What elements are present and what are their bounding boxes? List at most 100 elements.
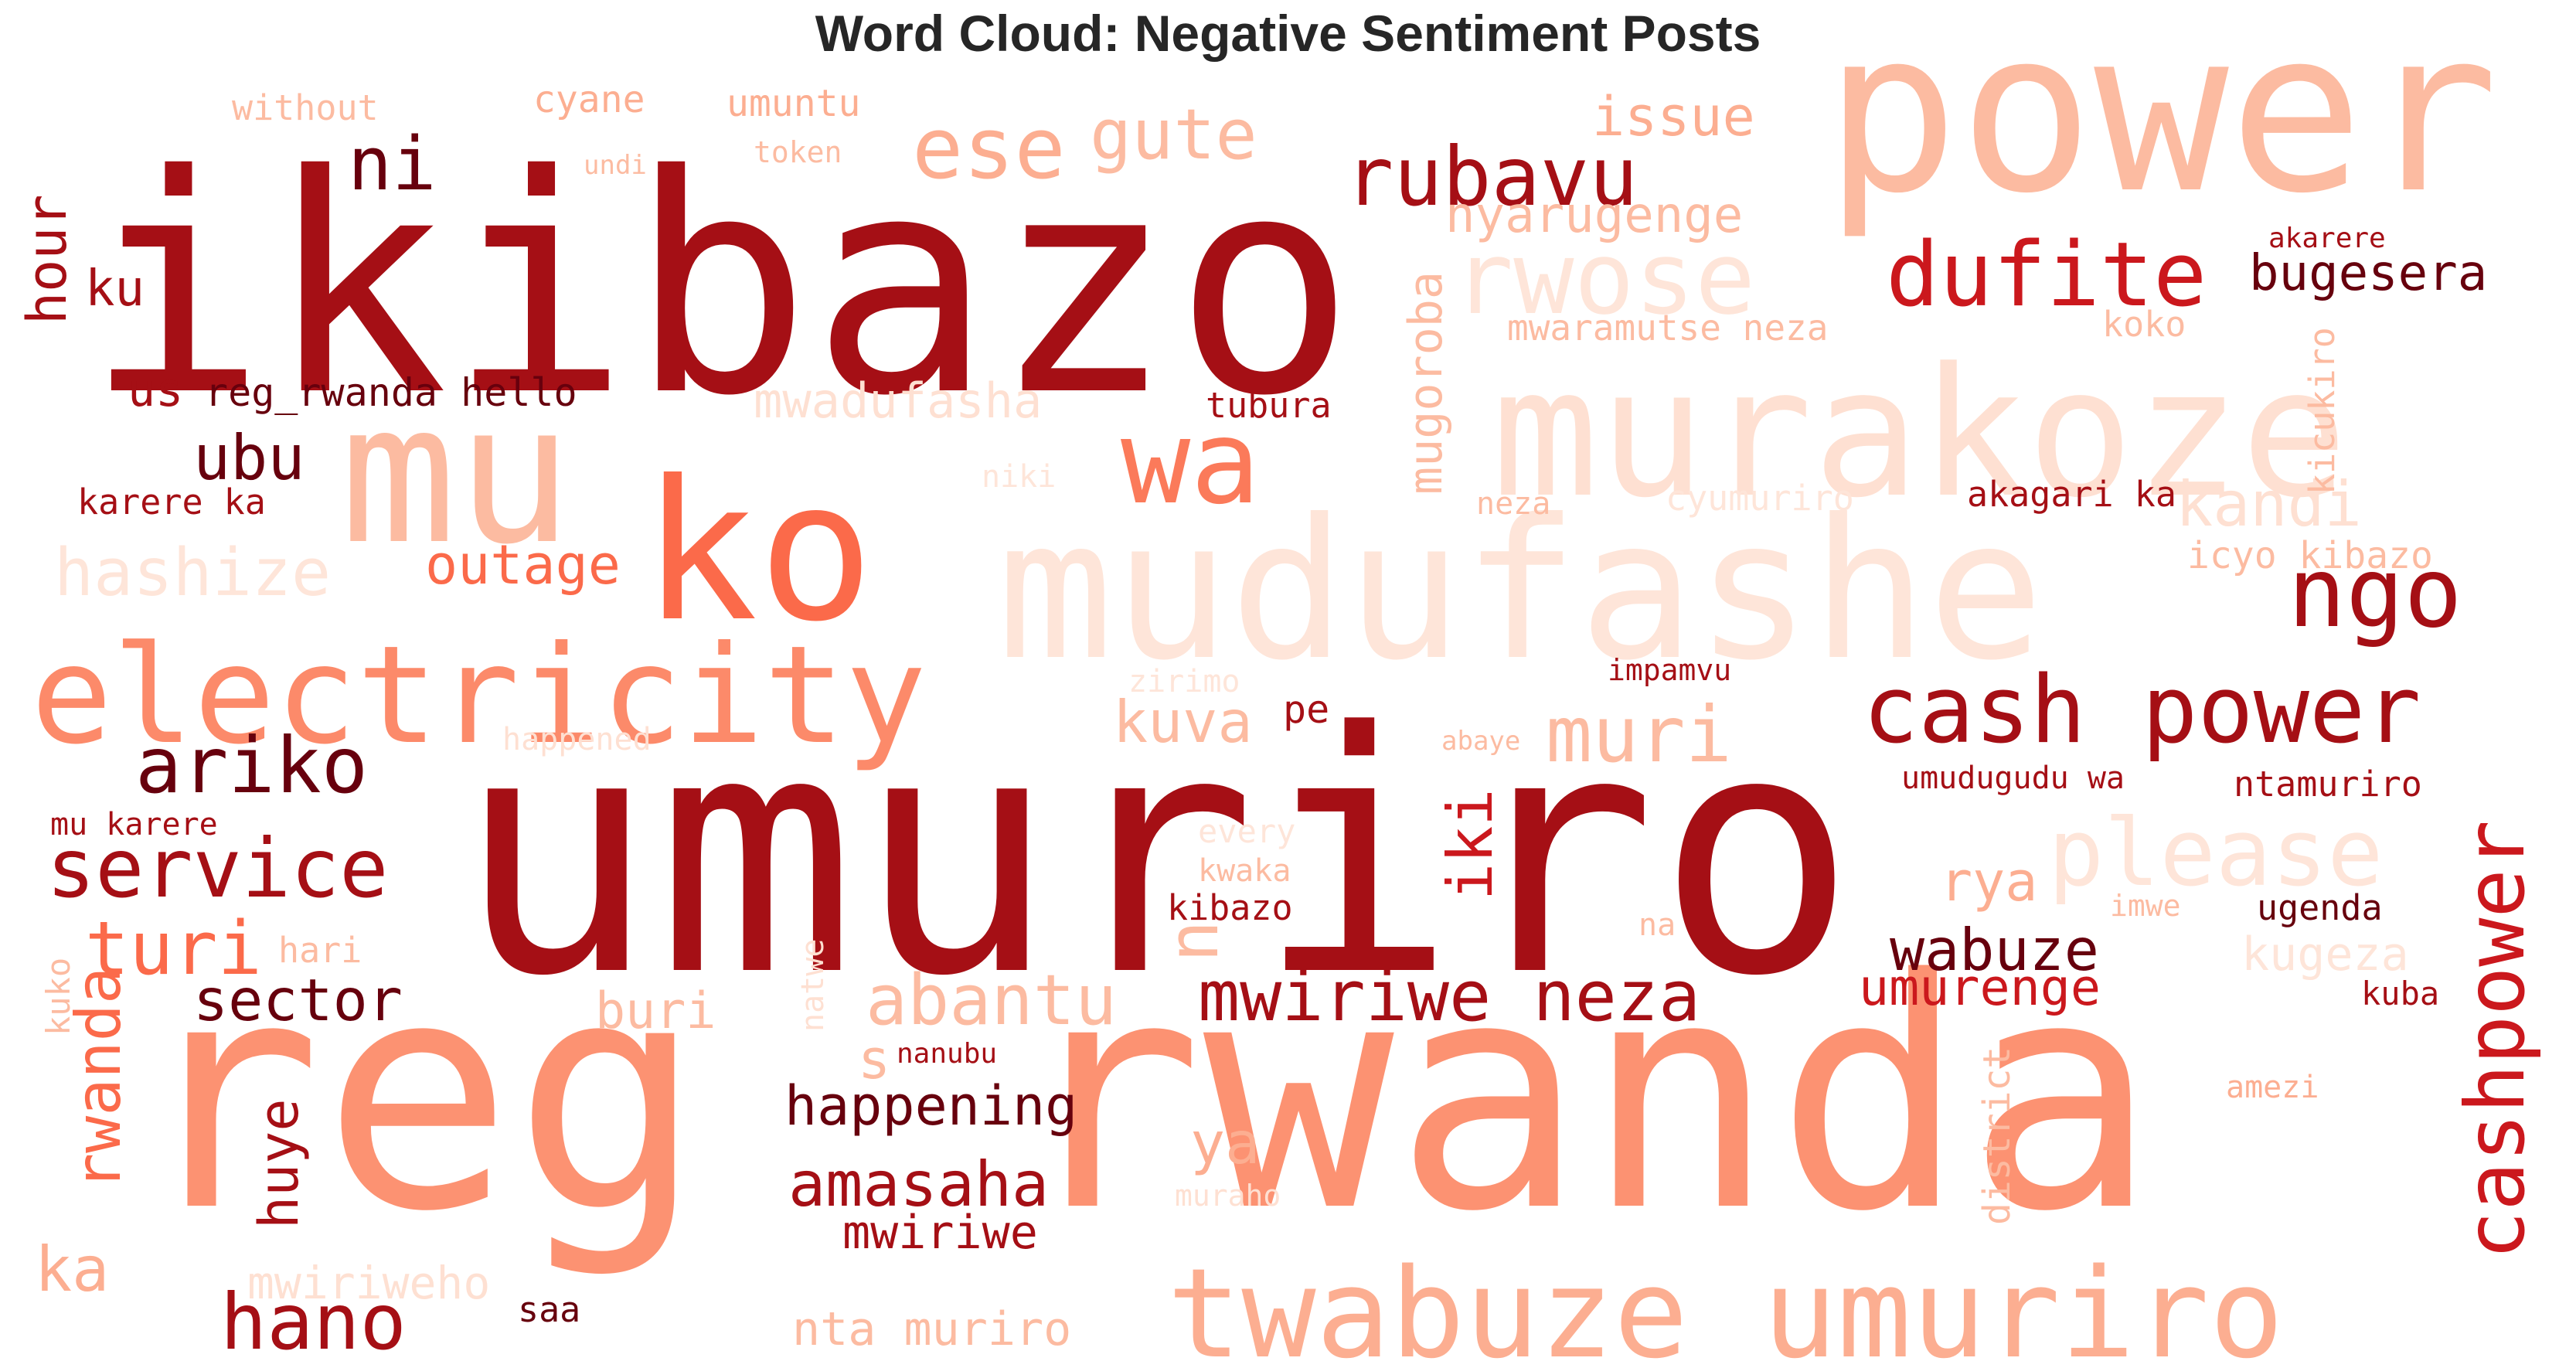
word-14: ngo: [2288, 537, 2462, 649]
word-98: s: [858, 1028, 890, 1091]
word-93: nanubu: [897, 1038, 997, 1070]
word-1: reg: [131, 911, 704, 1281]
word-72: cyane: [533, 78, 645, 121]
word-3: ikibazo: [85, 111, 1356, 461]
word-15: wa: [1121, 396, 1261, 530]
word-18: gute: [1090, 94, 1257, 175]
word-10: twabuze umuriro: [1167, 1241, 2284, 1368]
word-23: cashpower: [2448, 820, 2543, 1260]
word-59: iki: [1434, 789, 1506, 901]
word-55: huye: [247, 1098, 311, 1229]
word-53: sector: [193, 966, 403, 1034]
word-65: happening: [784, 1074, 1077, 1138]
word-78: happened: [502, 722, 652, 757]
word-22: ariko: [135, 720, 368, 811]
word-21: service: [46, 822, 389, 916]
word-9: electricity: [31, 618, 927, 774]
word-32: bugesera: [2249, 245, 2487, 302]
word-71: without: [232, 87, 379, 128]
word-77: impamvu: [1608, 653, 1731, 687]
word-90: kuko: [39, 958, 77, 1036]
word-57: kuva: [1113, 688, 1253, 756]
word-73: umuntu: [727, 82, 860, 125]
word-8: ko: [641, 439, 874, 664]
word-56: ka: [35, 1234, 109, 1305]
word-34: ku: [85, 260, 145, 318]
word-46: akarere: [2268, 223, 2386, 254]
word-92: na: [1638, 907, 1676, 943]
word-48: icyo kibazo: [2187, 534, 2433, 577]
word-80: umudugudu wa: [1901, 761, 2125, 796]
word-47: akagari ka: [1967, 474, 2176, 515]
word-54: rwanda: [63, 967, 134, 1190]
word-50: neza: [1476, 486, 1550, 522]
word-40: mwadufasha: [754, 373, 1042, 429]
word-6: mudufashe: [997, 478, 2044, 703]
word-39: outage: [425, 533, 621, 597]
word-41: mugoroba: [1399, 271, 1453, 495]
word-67: mwiriwe: [842, 1206, 1038, 1260]
word-44: koko: [2102, 304, 2186, 345]
word-13: rubavu: [1345, 130, 1638, 224]
word-4: power: [1824, 0, 2499, 243]
word-20: please: [2048, 800, 2383, 907]
word-96: district: [1975, 1046, 2019, 1225]
word-62: umurenge: [1859, 959, 2101, 1017]
word-83: every: [1198, 812, 1295, 850]
word-84: kwaka: [1198, 853, 1291, 889]
word-75: token: [754, 135, 842, 169]
word-66: ya: [1190, 1109, 1260, 1177]
word-99: n: [1153, 921, 1234, 962]
word-24: muri: [1546, 689, 1732, 780]
word-79: abaye: [1441, 726, 1520, 757]
word-87: ugenda: [2257, 887, 2383, 928]
word-85: kibazo: [1167, 887, 1293, 928]
word-26: mwiriwe neza: [1198, 956, 1700, 1037]
word-63: abantu: [866, 960, 1117, 1041]
word-30: issue: [1592, 85, 1755, 148]
word-88: kugeza: [2241, 927, 2409, 982]
word-36: reg_rwanda hello: [205, 370, 577, 415]
word-86: imwe: [2110, 889, 2181, 923]
word-60: rya: [1940, 850, 2037, 914]
word-25: hano: [220, 1277, 407, 1367]
word-81: ntamuriro: [2234, 764, 2422, 805]
word-76: zirimo: [1128, 664, 1240, 699]
word-51: niki: [982, 459, 1056, 495]
word-49: cyumuriro: [1666, 478, 1854, 519]
word-45: kicukiro: [2302, 327, 2343, 495]
word-33: hour: [15, 194, 79, 325]
word-11: cash power: [1863, 657, 2421, 764]
word-61: wabuze: [1890, 916, 2099, 984]
word-2: rwanda: [1012, 911, 2157, 1281]
word-82: mu karere: [50, 807, 218, 842]
word-17: ese: [912, 99, 1066, 198]
word-35: us: [128, 363, 183, 417]
word-64: buri: [595, 982, 716, 1040]
word-94: kuba: [2361, 975, 2439, 1012]
word-68: mwiriweho: [247, 1257, 490, 1309]
word-69: nta muriro: [792, 1302, 1071, 1356]
word-58: pe: [1283, 687, 1329, 732]
word-16: rwose: [1453, 219, 1755, 337]
word-27: amasaha: [788, 1149, 1049, 1220]
word-42: tubura: [1206, 385, 1332, 426]
word-12: dufite: [1886, 223, 2207, 327]
word-31: nyarugenge: [1445, 187, 1743, 244]
chart-title: Word Cloud: Negative Sentiment Posts: [815, 5, 1761, 62]
word-37: ubu: [193, 422, 305, 494]
word-95: amezi: [2226, 1070, 2319, 1105]
word-5: murakoze: [1492, 331, 2348, 537]
word-38: karere ka: [77, 482, 266, 522]
word-28: hashize: [54, 535, 331, 611]
word-29: kandi: [2176, 468, 2362, 540]
word-43: mwaramutse neza: [1507, 307, 1828, 349]
word-0: umuriro: [456, 662, 1856, 1049]
word-74: undi: [584, 150, 647, 181]
word-19: ni: [348, 122, 436, 207]
word-97: muraho: [1175, 1179, 1281, 1213]
word-52: turi: [85, 907, 262, 992]
word-7: mu: [340, 362, 573, 587]
word-70: saa: [518, 1289, 580, 1330]
